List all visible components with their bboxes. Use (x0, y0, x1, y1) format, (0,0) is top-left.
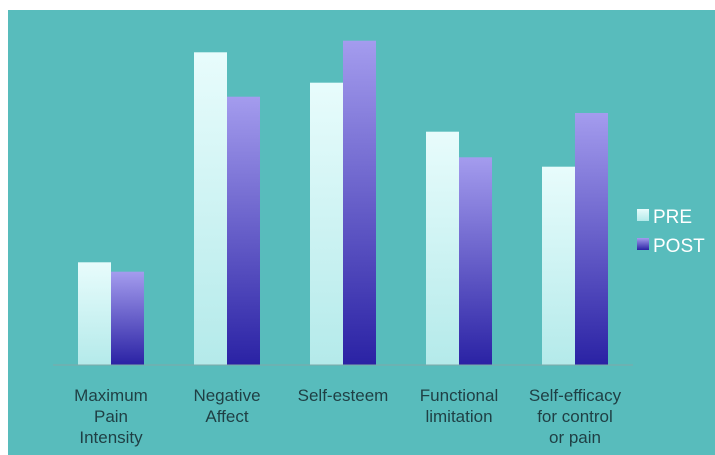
bar-pre-maximum-pain-intensity (78, 262, 111, 365)
legend-label-pre: PRE (653, 207, 692, 228)
chart-slide: Maximum Pain Intensity Negative Affect Self-e… (8, 10, 715, 455)
category-label-maximum-pain-intensity: Maximum Pain Intensity (74, 386, 148, 447)
legend-swatch-post (637, 238, 649, 250)
bar-post-self-esteem (343, 40, 376, 365)
legend-label-post: POST (653, 236, 705, 257)
bar-pre-functional-limitation (426, 131, 459, 365)
legend: PRE POST (637, 207, 705, 257)
legend-swatch-pre (637, 209, 649, 221)
bars-group (78, 40, 608, 366)
category-label-functional-limitation: Functional limitation (420, 386, 498, 426)
bar-pre-self-esteem (310, 82, 343, 365)
bar-post-self-efficacy (575, 113, 608, 365)
category-label-negative-affect: Negative Affect (193, 386, 260, 426)
bar-pre-negative-affect (194, 52, 227, 366)
bar-post-negative-affect (227, 96, 260, 365)
bar-chart: Maximum Pain Intensity Negative Affect Self-e… (53, 40, 705, 447)
bar-post-maximum-pain-intensity (111, 271, 144, 365)
bar-post-functional-limitation (459, 157, 492, 365)
category-label-self-efficacy: Self-efficacy for control or pain (529, 386, 622, 447)
category-labels: Maximum Pain Intensity Negative Affect Self-e… (74, 386, 621, 447)
category-label-self-esteem: Self-esteem (298, 386, 389, 405)
bar-pre-self-efficacy (542, 166, 575, 365)
